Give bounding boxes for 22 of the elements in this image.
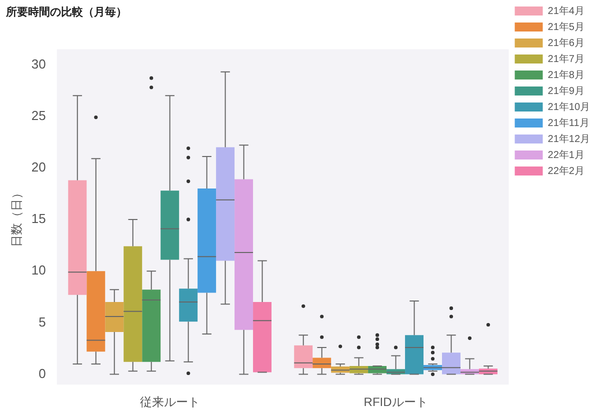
legend-label: 21年12月 — [548, 132, 590, 145]
y-tick-label: 15 — [31, 211, 46, 226]
legend-label: 21年6月 — [548, 36, 584, 49]
legend-label: 21年4月 — [548, 4, 584, 17]
legend-label: 22年1月 — [548, 148, 584, 161]
legend-label: 22年2月 — [548, 164, 584, 177]
y-tick-label: 5 — [38, 314, 46, 330]
legend-label: 21年8月 — [548, 68, 584, 81]
y-tick-label: 0 — [38, 366, 46, 381]
legend-label: 21年7月 — [548, 52, 584, 65]
y-tick-label: 25 — [31, 108, 46, 123]
legend-label: 21年10月 — [548, 100, 590, 113]
y-tick-label: 10 — [31, 262, 46, 278]
legend-label: 21年9月 — [548, 84, 584, 97]
x-tick-label: RFIDルート — [364, 395, 428, 410]
chart-title: 所要時間の比較（月毎） — [5, 6, 127, 19]
x-tick-label: 従来ルート — [140, 395, 200, 410]
legend-label: 21年5月 — [548, 20, 584, 33]
legend-label: 21年11月 — [548, 116, 590, 129]
y-axis-title: 日数（日） — [10, 186, 24, 247]
y-tick-label: 30 — [31, 56, 46, 72]
y-tick-label: 20 — [31, 159, 46, 174]
